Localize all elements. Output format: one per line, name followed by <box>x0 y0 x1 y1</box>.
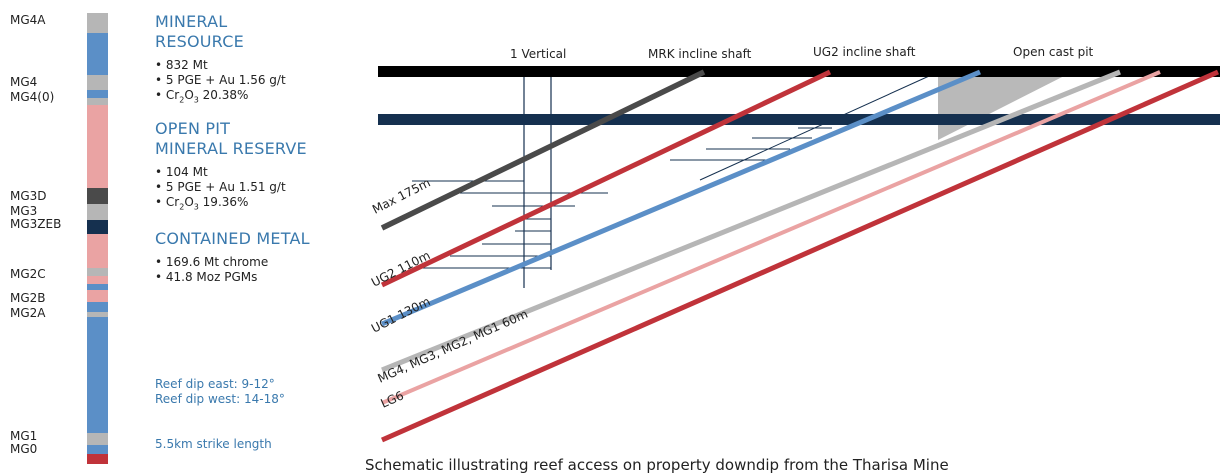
reef-line-ug1 <box>381 69 981 327</box>
column-label-mg2c: MG2C <box>10 267 46 281</box>
reef-line-red-base <box>380 69 1220 443</box>
column-label-mg3d: MG3D <box>10 189 47 203</box>
metal-chrome: • 169.6 Mt chrome <box>155 254 269 269</box>
metal-pgms: • 41.8 Moz PGMs <box>155 269 258 284</box>
column-label-mg3: MG3 <box>10 204 38 218</box>
mineral-resource-section: MINERAL RESOURCE • 832 Mt • 5 PGE + Au 1… <box>155 12 355 107</box>
reef-dip-east: Reef dip east: 9-12° <box>155 377 275 391</box>
column-segment-mg2b <box>87 290 108 302</box>
column-segment-mg4a <box>87 13 108 33</box>
label-1-vertical: 1 Vertical <box>510 47 566 61</box>
column-segment-red-base <box>87 454 108 464</box>
column-segment-mg0 <box>87 445 108 454</box>
strike-length: 5.5km strike length <box>155 437 272 451</box>
open-pit-reserve-section: OPEN PIT MINERAL RESERVE • 104 Mt • 5 PG… <box>155 119 355 214</box>
reef-line-lg6 <box>381 70 1161 405</box>
column-segment-mg2a <box>87 302 108 312</box>
resource-chrome: • Cr2O3 20.38% <box>155 88 249 105</box>
label-open-cast-pit: Open cast pit <box>1013 45 1094 59</box>
reef-label-ug2-110: UG2 110m <box>369 248 432 290</box>
column-label-mg2a: MG2A <box>10 306 46 320</box>
contained-metal-title: CONTAINED METAL <box>155 228 310 248</box>
reef-line-ug2 <box>380 69 832 288</box>
column-segment-mg3zeb <box>87 220 108 234</box>
mineral-resource-title-line2: RESOURCE <box>155 32 244 51</box>
reef-label-lg6: LG6 <box>379 388 406 410</box>
column-segment-mg3d <box>87 188 108 204</box>
reef-label-ug1-130: UG1 130m <box>369 294 432 336</box>
schematic-caption: Schematic illustrating reef access on pr… <box>365 456 949 474</box>
reef-line-mg <box>381 69 1121 373</box>
column-segment-blue-3 <box>87 317 108 433</box>
stratigraphic-column: MG4A MG4 MG4(0) MG3D MG3 MG3ZEB MG2C MG2… <box>0 0 130 476</box>
column-label-mg4: MG4 <box>10 75 38 89</box>
column-segment-mg1 <box>87 433 108 445</box>
reserve-chrome: • Cr2O3 19.36% <box>155 195 249 212</box>
reef-access-schematic: 1 Vertical MRK incline shaft UG2 incline… <box>365 45 1220 474</box>
column-label-mg1: MG1 <box>10 429 38 443</box>
column-label-mg4a: MG4A <box>10 13 46 27</box>
reserve-tonnage: • 104 Mt <box>155 165 208 180</box>
column-segment-pink-3 <box>87 276 108 284</box>
column-segment-mg4 <box>87 75 108 90</box>
column-label-mg3zeb: MG3ZEB <box>10 217 62 231</box>
reef-line-max-175 <box>380 69 706 231</box>
column-label-mg0: MG0 <box>10 442 38 456</box>
column-segment-pink-2 <box>87 234 108 268</box>
reserve-title-line1: OPEN PIT <box>155 119 231 139</box>
label-mrk-incline-shaft: MRK incline shaft <box>648 47 752 61</box>
reserve-title-line2: MINERAL RESERVE <box>155 139 307 159</box>
resource-tonnage: • 832 Mt <box>155 58 208 72</box>
column-segment-blue-2 <box>87 284 108 290</box>
column-segment-mg4-0 <box>87 90 108 98</box>
column-label-mg4-0: MG4(0) <box>10 90 55 104</box>
column-segment-grey-2 <box>87 98 108 105</box>
resource-grade: • 5 PGE + Au 1.56 g/t <box>155 73 286 87</box>
label-ug2-incline-shaft: UG2 incline shaft <box>813 45 916 59</box>
column-segment-blue-1 <box>87 33 108 75</box>
surface-black-band <box>378 66 1220 77</box>
column-segment-pink-1 <box>87 105 108 188</box>
navy-reef-band <box>378 114 1220 125</box>
contained-metal-section: CONTAINED METAL • 169.6 Mt chrome • 41.8… <box>155 229 355 285</box>
column-label-mg2b: MG2B <box>10 291 46 305</box>
reef-dip-notes: Reef dip east: 9-12° Reef dip west: 14-1… <box>155 377 285 407</box>
info-panel: MINERAL RESOURCE • 832 Mt • 5 PGE + Au 1… <box>155 12 355 451</box>
reserve-grade: • 5 PGE + Au 1.51 g/t <box>155 180 286 195</box>
column-segment-grey-3 <box>87 312 108 317</box>
column-segment-mg2c <box>87 268 108 276</box>
column-segment-mg3 <box>87 204 108 220</box>
mineral-resource-title-line1: MINERAL <box>155 12 228 31</box>
ug2-incline-shaft-line <box>699 71 939 181</box>
reef-dip-west: Reef dip west: 14-18° <box>155 392 285 406</box>
